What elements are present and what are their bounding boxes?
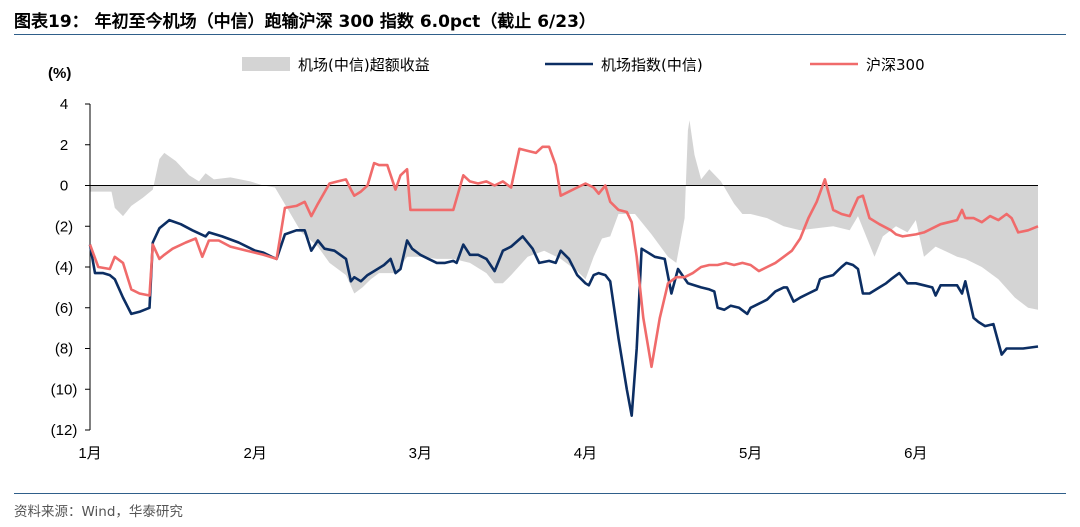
legend-label: 沪深300: [866, 56, 925, 74]
x-tick-label: 2月: [243, 445, 266, 462]
line-layer: [88, 145, 1039, 417]
y-axis-unit-label: (%): [48, 65, 71, 82]
legend-swatch-area: [242, 57, 290, 71]
y-tick-label: (4): [55, 259, 73, 276]
area-layer: [90, 120, 1038, 310]
y-tick-label: (10): [51, 381, 78, 398]
y-tick-label: 2: [60, 137, 68, 154]
figure-title: 图表19： 年初至今机场（中信）跑输沪深 300 指数 6.0pct（截止 6/…: [14, 12, 596, 32]
x-tick-label: 3月: [409, 445, 432, 462]
y-tick-label: (2): [55, 218, 73, 235]
x-tick-label: 6月: [904, 445, 927, 462]
series-area-excess-return: [90, 120, 1038, 310]
series-line-2: [88, 145, 1039, 369]
title-bar: 图表19： 年初至今机场（中信）跑输沪深 300 指数 6.0pct（截止 6/…: [0, 0, 1080, 34]
y-tick-label: (6): [55, 300, 73, 317]
y-tick-label: (12): [51, 422, 78, 439]
x-tick-label: 5月: [739, 445, 762, 462]
legend-label: 机场指数(中信): [601, 56, 703, 74]
x-tick-label: 4月: [574, 445, 597, 462]
y-tick-label: 0: [60, 178, 68, 195]
legend-label: 机场(中信)超额收益: [298, 56, 430, 74]
x-tick-label: 1月: [78, 445, 101, 462]
title-rule: [14, 34, 1066, 35]
axes-layer: 4 2 0 (2) (4) (6) (8) (10) (12)1月 2月 3月 4月 5月 6月: [51, 96, 1038, 462]
y-tick-label: 4: [60, 96, 68, 113]
legend: 机场(中信)超额收益 机场指数(中信) 沪深300: [242, 56, 925, 74]
source-note: 资料来源：Wind，华泰研究: [14, 504, 183, 520]
y-tick-label: (8): [55, 341, 73, 358]
footer-rule: [14, 493, 1066, 494]
